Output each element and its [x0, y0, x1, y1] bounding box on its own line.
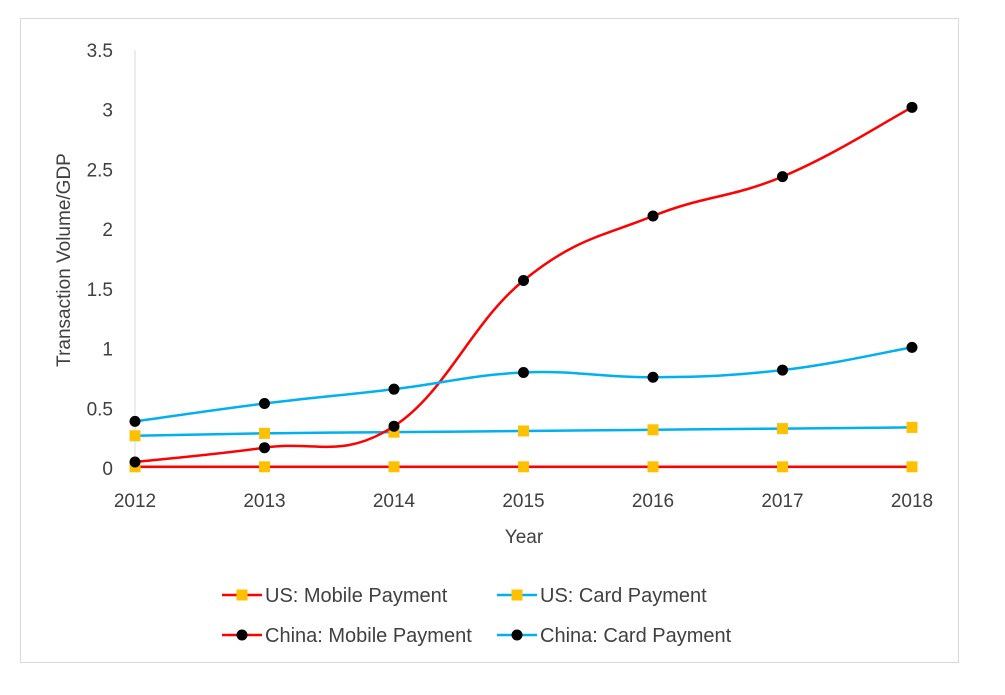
y-axis-title: Transaction Volume/GDP	[54, 153, 75, 367]
data-point	[388, 426, 400, 438]
legend-label: China: Mobile Payment	[265, 625, 472, 647]
y-tick-label: 3.5	[87, 41, 113, 62]
data-point	[647, 210, 659, 222]
legend-item: US: Card Payment	[497, 585, 707, 607]
y-tick-label: 3	[102, 101, 113, 122]
legend-marker	[511, 589, 523, 601]
legend-label: China: Card Payment	[540, 625, 732, 647]
x-tick-label: 2018	[891, 491, 933, 512]
data-point	[129, 456, 141, 468]
legend-marker	[236, 589, 248, 601]
data-point	[388, 383, 400, 395]
data-point	[388, 420, 400, 432]
data-point	[647, 424, 659, 436]
y-tick-label: 0.5	[87, 399, 113, 420]
legend-item: China: Card Payment	[497, 625, 732, 647]
legend-label: US: Mobile Payment	[265, 585, 448, 607]
x-tick-label: 2014	[373, 491, 416, 512]
x-axis-title: Year	[505, 527, 544, 548]
data-point	[777, 171, 788, 183]
data-point	[906, 101, 918, 113]
series-group	[129, 421, 918, 442]
x-tick-label: 2013	[243, 491, 285, 512]
series-line	[134, 346, 913, 423]
x-tick-label: 2015	[502, 491, 544, 512]
series-group	[129, 341, 918, 427]
data-point	[259, 427, 270, 439]
data-point	[518, 425, 529, 437]
data-point	[259, 442, 270, 454]
data-point	[906, 461, 918, 473]
data-point	[518, 274, 529, 286]
data-point	[777, 461, 788, 473]
legend-label: US: Card Payment	[540, 585, 707, 607]
data-point	[518, 461, 529, 473]
data-point	[777, 364, 788, 376]
legend-item: China: Mobile Payment	[222, 625, 472, 647]
legend: US: Mobile Payment US: Card Payment China:…	[222, 585, 732, 647]
legend-marker	[236, 629, 248, 641]
data-point	[518, 366, 529, 378]
data-point	[129, 415, 141, 427]
legend-item: US: Mobile Payment	[222, 585, 448, 607]
data-point	[647, 371, 659, 383]
data-point	[906, 341, 918, 353]
data-point	[647, 461, 659, 473]
series-group	[129, 101, 918, 468]
y-tick-label: 0	[102, 459, 113, 480]
y-tick-label: 2	[102, 220, 113, 241]
data-point	[906, 421, 918, 433]
data-point	[777, 423, 788, 435]
y-tick-label: 1.5	[87, 280, 113, 301]
data-point	[388, 461, 400, 473]
series-group	[129, 461, 918, 473]
x-axis-ticks: 2012 2013 2014 2015 2016 2017 2018	[114, 491, 933, 512]
y-axis-ticks: 0 0.5 1 1.5 2 2.5 3 3.5	[87, 41, 113, 480]
x-tick-label: 2012	[114, 491, 156, 512]
x-tick-label: 2017	[761, 491, 803, 512]
data-point	[129, 430, 141, 442]
chart-frame	[20, 18, 959, 663]
series-group	[129, 101, 918, 473]
data-point	[259, 461, 270, 473]
data-point	[259, 398, 270, 410]
x-tick-label: 2016	[632, 491, 674, 512]
y-tick-label: 2.5	[87, 160, 113, 181]
legend-marker	[511, 629, 523, 641]
y-tick-label: 1	[102, 340, 113, 361]
